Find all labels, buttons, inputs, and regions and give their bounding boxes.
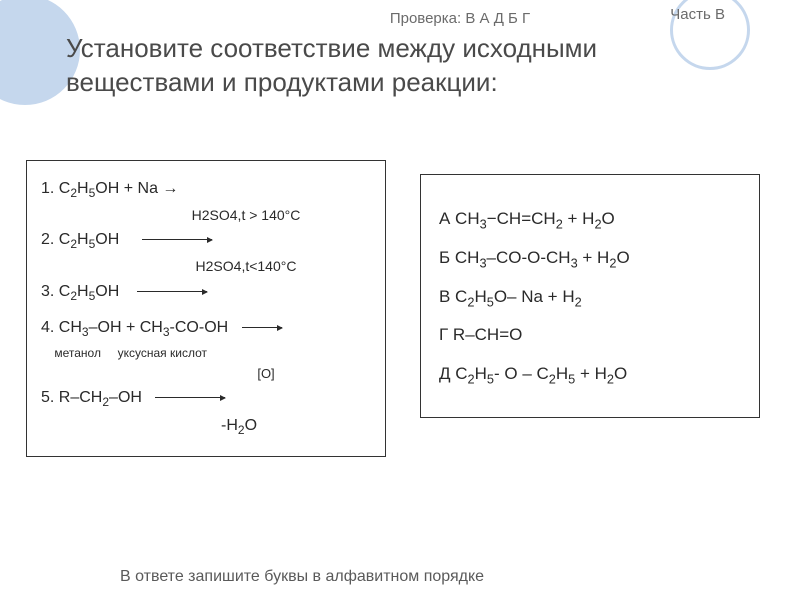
reaction-4: 4. CH3–OH + CH3-CO-OH [41,316,371,342]
txt: OH [95,283,119,300]
page-title: Установите соответствие между исходными … [66,32,746,100]
txt: -H [221,417,238,434]
sub: 5 [487,294,494,309]
product-c: В C2H5O– Na + H2 [439,279,741,316]
product-a: А CH3−CH=CH2 + H2O [439,201,741,238]
txt: 3. C [41,283,70,300]
sub: 5 [487,371,494,386]
cond-text: H2SO4,t > 140°C [192,207,301,223]
txt: Д C [439,364,468,383]
txt: H [556,364,568,383]
txt: –OH [109,389,142,406]
txt: -CO-OH [170,319,229,336]
txt: В C [439,287,467,306]
ox-label: [O] [257,366,274,381]
reaction-1: 1. C2H5OH + Na → [41,177,371,203]
txt: H [77,283,89,300]
txt: H [77,180,89,197]
txt: 1. C [41,180,70,197]
footnote: В ответе запишите буквы в алфавитном пор… [120,568,484,586]
reaction-2: 2. C2H5OH [41,228,371,254]
txt: H [474,287,486,306]
sub: 2 [594,216,601,231]
txt: H [77,231,89,248]
txt: Г R–CH=O [439,325,522,344]
sub: 2 [556,216,563,231]
reaction-4-ox: [O] [161,364,371,384]
txt: 4. CH [41,319,82,336]
txt: O [616,248,629,267]
products-box: А CH3−CH=CH2 + H2O Б CH3–CO-O-CH3 + H2O … [420,174,760,418]
txt: - O – C [494,364,549,383]
product-e: Д C2H5- O – C2H5 + H2O [439,356,741,393]
sub: 2 [468,371,475,386]
txt: + H [578,248,610,267]
txt: –OH + CH [89,319,163,336]
arrow-icon [137,291,207,292]
txt: –CO-O-CH [487,248,571,267]
label-methanol: метанол [54,346,101,360]
sub: 3 [479,255,486,270]
label-acetic: уксусная кислот [118,346,207,360]
txt: O– Na + H [494,287,575,306]
txt: OH + Na → [95,180,178,197]
reaction-3: 3. C2H5OH [41,280,371,306]
txt: OH [95,231,119,248]
txt: + H [563,209,595,228]
txt: 2. C [41,231,70,248]
txt: + H [575,364,607,383]
sub: 2 [575,294,582,309]
product-d: Г R–CH=O [439,317,741,354]
sub: 3 [480,216,487,231]
reaction-5-below: -H2O [221,414,371,440]
txt: 5. R–CH [41,389,102,406]
arrow-icon [242,327,282,328]
txt: O [245,417,257,434]
arrow-icon [155,397,225,398]
sub: 2 [549,371,556,386]
sub: 3 [82,325,89,339]
sub: 3 [571,255,578,270]
condition-2: H2SO4,t<140°C [121,256,371,278]
txt: −CH=CH [487,209,556,228]
txt: А CH [439,209,480,228]
txt: H [475,364,487,383]
product-b: Б CH3–CO-O-CH3 + H2O [439,240,741,277]
reaction-5: 5. R–CH2–OH [41,386,371,412]
part-label: Часть В [670,6,725,23]
reactants-box: 1. C2H5OH + Na → H2SO4,t > 140°C 2. C2H5… [26,160,386,457]
cond-text: H2SO4,t<140°C [196,258,297,274]
sub: 2 [607,371,614,386]
arrow-icon [142,239,212,240]
reaction-4-labels: метанол уксусная кислот [41,344,371,363]
condition-1: H2SO4,t > 140°C [121,205,371,227]
txt: Б CH [439,248,479,267]
txt: O [602,209,615,228]
sub: 2 [238,423,245,437]
txt: O [614,364,627,383]
sub: 3 [163,325,170,339]
